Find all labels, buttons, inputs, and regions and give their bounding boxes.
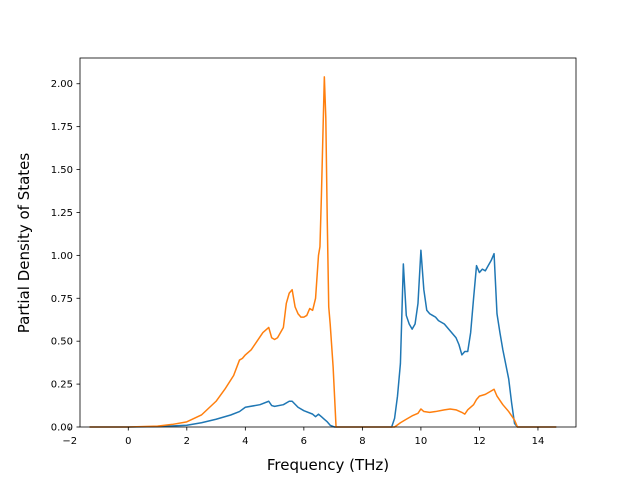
x-tick-label: 6: [301, 436, 307, 447]
x-axis-label: Frequency (THz): [267, 456, 389, 474]
plot-frame: [79, 57, 577, 428]
y-tick-label: 2.00: [51, 79, 73, 90]
x-tick-label: −2: [62, 436, 77, 447]
y-tick-label: 1.25: [51, 208, 73, 219]
x-tick-label: 8: [359, 436, 365, 447]
x-tick-label: 10: [415, 436, 428, 447]
y-tick-label: 0.00: [51, 423, 73, 434]
y-tick-label: 1.50: [51, 165, 73, 176]
y-tick-label: 0.25: [51, 380, 73, 391]
y-axis-label: Partial Density of States: [15, 153, 33, 334]
series-line-1: [89, 249, 557, 428]
series-line-2: [89, 76, 557, 428]
x-tick-label: 4: [242, 436, 248, 447]
y-tick-label: 1.75: [51, 122, 73, 133]
x-tick-label: 0: [125, 436, 131, 447]
axes-layer: −2 0 2 4 6 8 10 12 14 0.00 0.25 0.50 0.75 1.00 1.25 1.5…: [51, 57, 577, 447]
x-tick-label: 12: [473, 436, 486, 447]
y-tick-label: 0.75: [51, 294, 73, 305]
x-tick-label: 14: [532, 436, 545, 447]
y-tick-label: 0.50: [51, 337, 73, 348]
y-tick-label: 1.00: [51, 251, 73, 262]
series-layer: [89, 76, 557, 428]
x-tick-label: 2: [184, 436, 190, 447]
